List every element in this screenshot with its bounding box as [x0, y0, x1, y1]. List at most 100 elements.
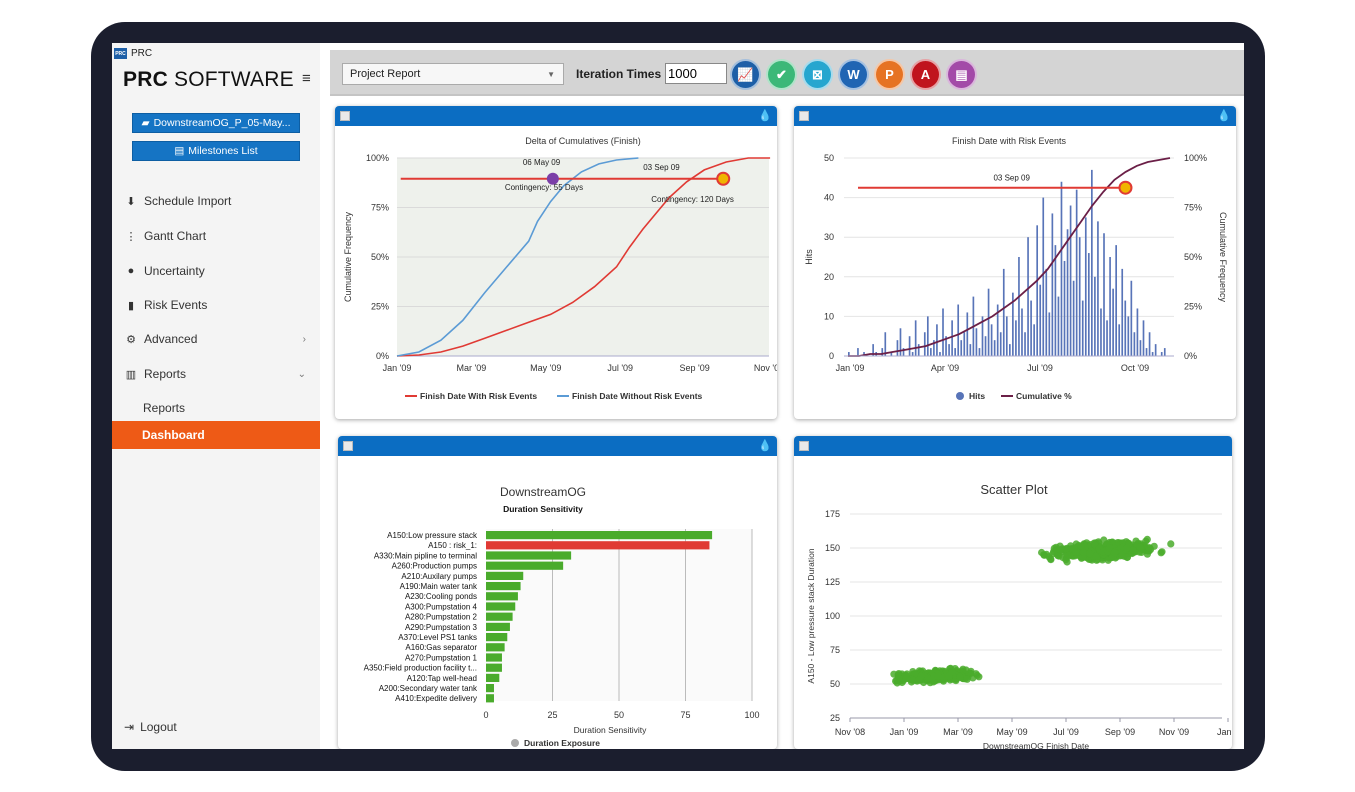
toolbar: Project Report ▼ Iteration Times : 📈✔⊠WPA…	[330, 50, 1244, 96]
hits-bar	[1024, 332, 1026, 356]
iteration-label: Iteration Times :	[576, 67, 669, 81]
sidebar-item-schedule-import[interactable]: ⬇ Schedule Import	[124, 194, 314, 208]
sidebar-item-reports[interactable]: ▥ Reports ⌄	[124, 367, 314, 381]
hits-bar	[1151, 352, 1154, 356]
hits-bar	[1106, 320, 1108, 356]
sidebar-item-gantt-chart[interactable]: ⋮ Gantt Chart	[124, 229, 314, 243]
scatter-point	[1158, 548, 1166, 556]
hits-bar	[1121, 268, 1124, 356]
panel-toggle-checkbox[interactable]	[340, 111, 350, 121]
droplet-icon[interactable]: 💧	[1217, 110, 1231, 122]
chart-title: Delta of Cumulatives (Finish)	[525, 136, 641, 146]
pdf-export-button[interactable]: A	[910, 59, 941, 90]
sidebar-item-risk-events[interactable]: ▮ Risk Events	[124, 298, 314, 312]
category-label: A260:Production pumps	[392, 562, 477, 571]
y-axis-label: Hits	[804, 249, 814, 265]
milestones-button-label: Milestones List	[188, 145, 258, 157]
hits-bar	[926, 316, 929, 356]
menu-toggle-icon[interactable]: ≡	[302, 70, 311, 87]
hits-bar	[981, 316, 984, 356]
chevron-right-icon: ›	[302, 333, 306, 345]
hits-bar	[1060, 181, 1063, 356]
hits-bar	[1133, 332, 1136, 356]
powerpoint-export-button[interactable]: P	[874, 59, 905, 90]
annotation-date: 03 Sep 09	[993, 174, 1030, 183]
hits-bar	[987, 288, 990, 356]
hits-bar	[945, 336, 947, 356]
word-export-button[interactable]: W	[838, 59, 869, 90]
hits-bar	[1094, 276, 1096, 356]
scatter-point	[1136, 543, 1144, 551]
legend-swatch	[511, 739, 519, 747]
hits-bar	[954, 348, 956, 356]
y-tick-label: 50	[830, 679, 840, 689]
presentation-button[interactable]: ▤	[946, 59, 977, 90]
y2-axis-label: Cumulative Frequency	[1218, 212, 1228, 303]
hits-bar	[1063, 260, 1066, 356]
sidebar-item-uncertainty[interactable]: ● Uncertainty	[124, 264, 314, 278]
category-label: A200:Secondary water tank	[379, 684, 478, 693]
droplet-icon[interactable]: 💧	[758, 110, 772, 122]
report-type-select[interactable]: Project Report ▼	[342, 63, 564, 85]
iteration-input[interactable]	[665, 63, 727, 84]
hits-bar	[1051, 213, 1054, 356]
panel-header: 💧	[338, 436, 777, 456]
legend-label: Finish Date Without Risk Events	[572, 391, 703, 401]
panel-toggle-checkbox[interactable]	[343, 441, 353, 451]
gears-icon: ⚙	[126, 333, 136, 346]
chart-trend-button[interactable]: 📈	[730, 59, 761, 90]
hits-bar	[936, 324, 938, 356]
hits-bar	[1160, 352, 1163, 356]
x-tick-label: 100	[744, 710, 759, 720]
category-label: A150 : risk_1:	[428, 541, 477, 550]
category-label: A290:Pumpstation 3	[405, 623, 478, 632]
hits-bar	[1033, 324, 1035, 356]
x-axis-label: Duration Sensitivity	[574, 725, 648, 735]
hits-bar	[1130, 280, 1133, 356]
milestones-button[interactable]: ▤ Milestones List	[132, 141, 300, 161]
hits-bar	[1139, 340, 1142, 356]
sidebar-item-advanced[interactable]: ⚙ Advanced ›	[124, 332, 314, 346]
hits-bar	[1045, 268, 1048, 356]
hits-bar	[1078, 237, 1081, 356]
hits-bar	[999, 332, 1002, 356]
legend-label: Duration Exposure	[524, 738, 600, 748]
hits-bar	[978, 348, 981, 356]
annotation-text: Contingency: 120 Days	[651, 195, 734, 204]
category-label: A300:Pumpstation 4	[405, 602, 478, 611]
y-tick-label: 75	[830, 645, 840, 655]
scatter-point	[962, 666, 970, 674]
hits-bar	[1072, 280, 1075, 356]
sensitivity-bar	[486, 653, 502, 662]
panel-header: 💧	[335, 106, 777, 126]
hits-bar	[942, 308, 944, 356]
marker-star-purple	[546, 172, 559, 185]
sensitivity-bar	[486, 541, 710, 550]
sensitivity-bar	[486, 663, 502, 672]
scatter-point	[1123, 553, 1132, 561]
check-double-button[interactable]: ✔	[766, 59, 797, 90]
window-title: PRC PRC	[114, 48, 152, 59]
brand-bold: PRC	[123, 68, 168, 91]
hits-bar	[1145, 348, 1148, 356]
book-icon: ▮	[127, 299, 135, 312]
hits-bar	[939, 352, 941, 356]
x-tick-label: Sep '09	[1105, 727, 1135, 737]
hits-bar	[1118, 324, 1121, 356]
project-button[interactable]: ▰ DownstreamOG_P_05-May...	[132, 113, 300, 133]
sidebar-item-dashboard[interactable]: Dashboard	[112, 421, 320, 449]
category-label: A270:Pumpstation 1	[405, 653, 478, 662]
panel-scatter-plot: Scatter Plot 25 50 75 100 125 150 175 Nov '08 Jan…	[794, 436, 1232, 749]
window-title-text: PRC	[131, 48, 153, 59]
excel-export-button[interactable]: ⊠	[802, 59, 833, 90]
panel-toggle-checkbox[interactable]	[799, 441, 809, 451]
sidebar-item-label: Reports	[144, 367, 187, 381]
logout-link[interactable]: ⇥ Logout	[124, 720, 177, 734]
droplet-icon[interactable]: 💧	[758, 440, 772, 452]
hits-bar	[951, 320, 953, 356]
hits-bar	[923, 332, 926, 356]
panel-toggle-checkbox[interactable]	[799, 111, 809, 121]
sidebar-subitem-reports[interactable]: Reports	[143, 401, 186, 415]
scatter-point	[1129, 546, 1137, 554]
category-label: A370:Level PS1 tanks	[398, 633, 477, 642]
